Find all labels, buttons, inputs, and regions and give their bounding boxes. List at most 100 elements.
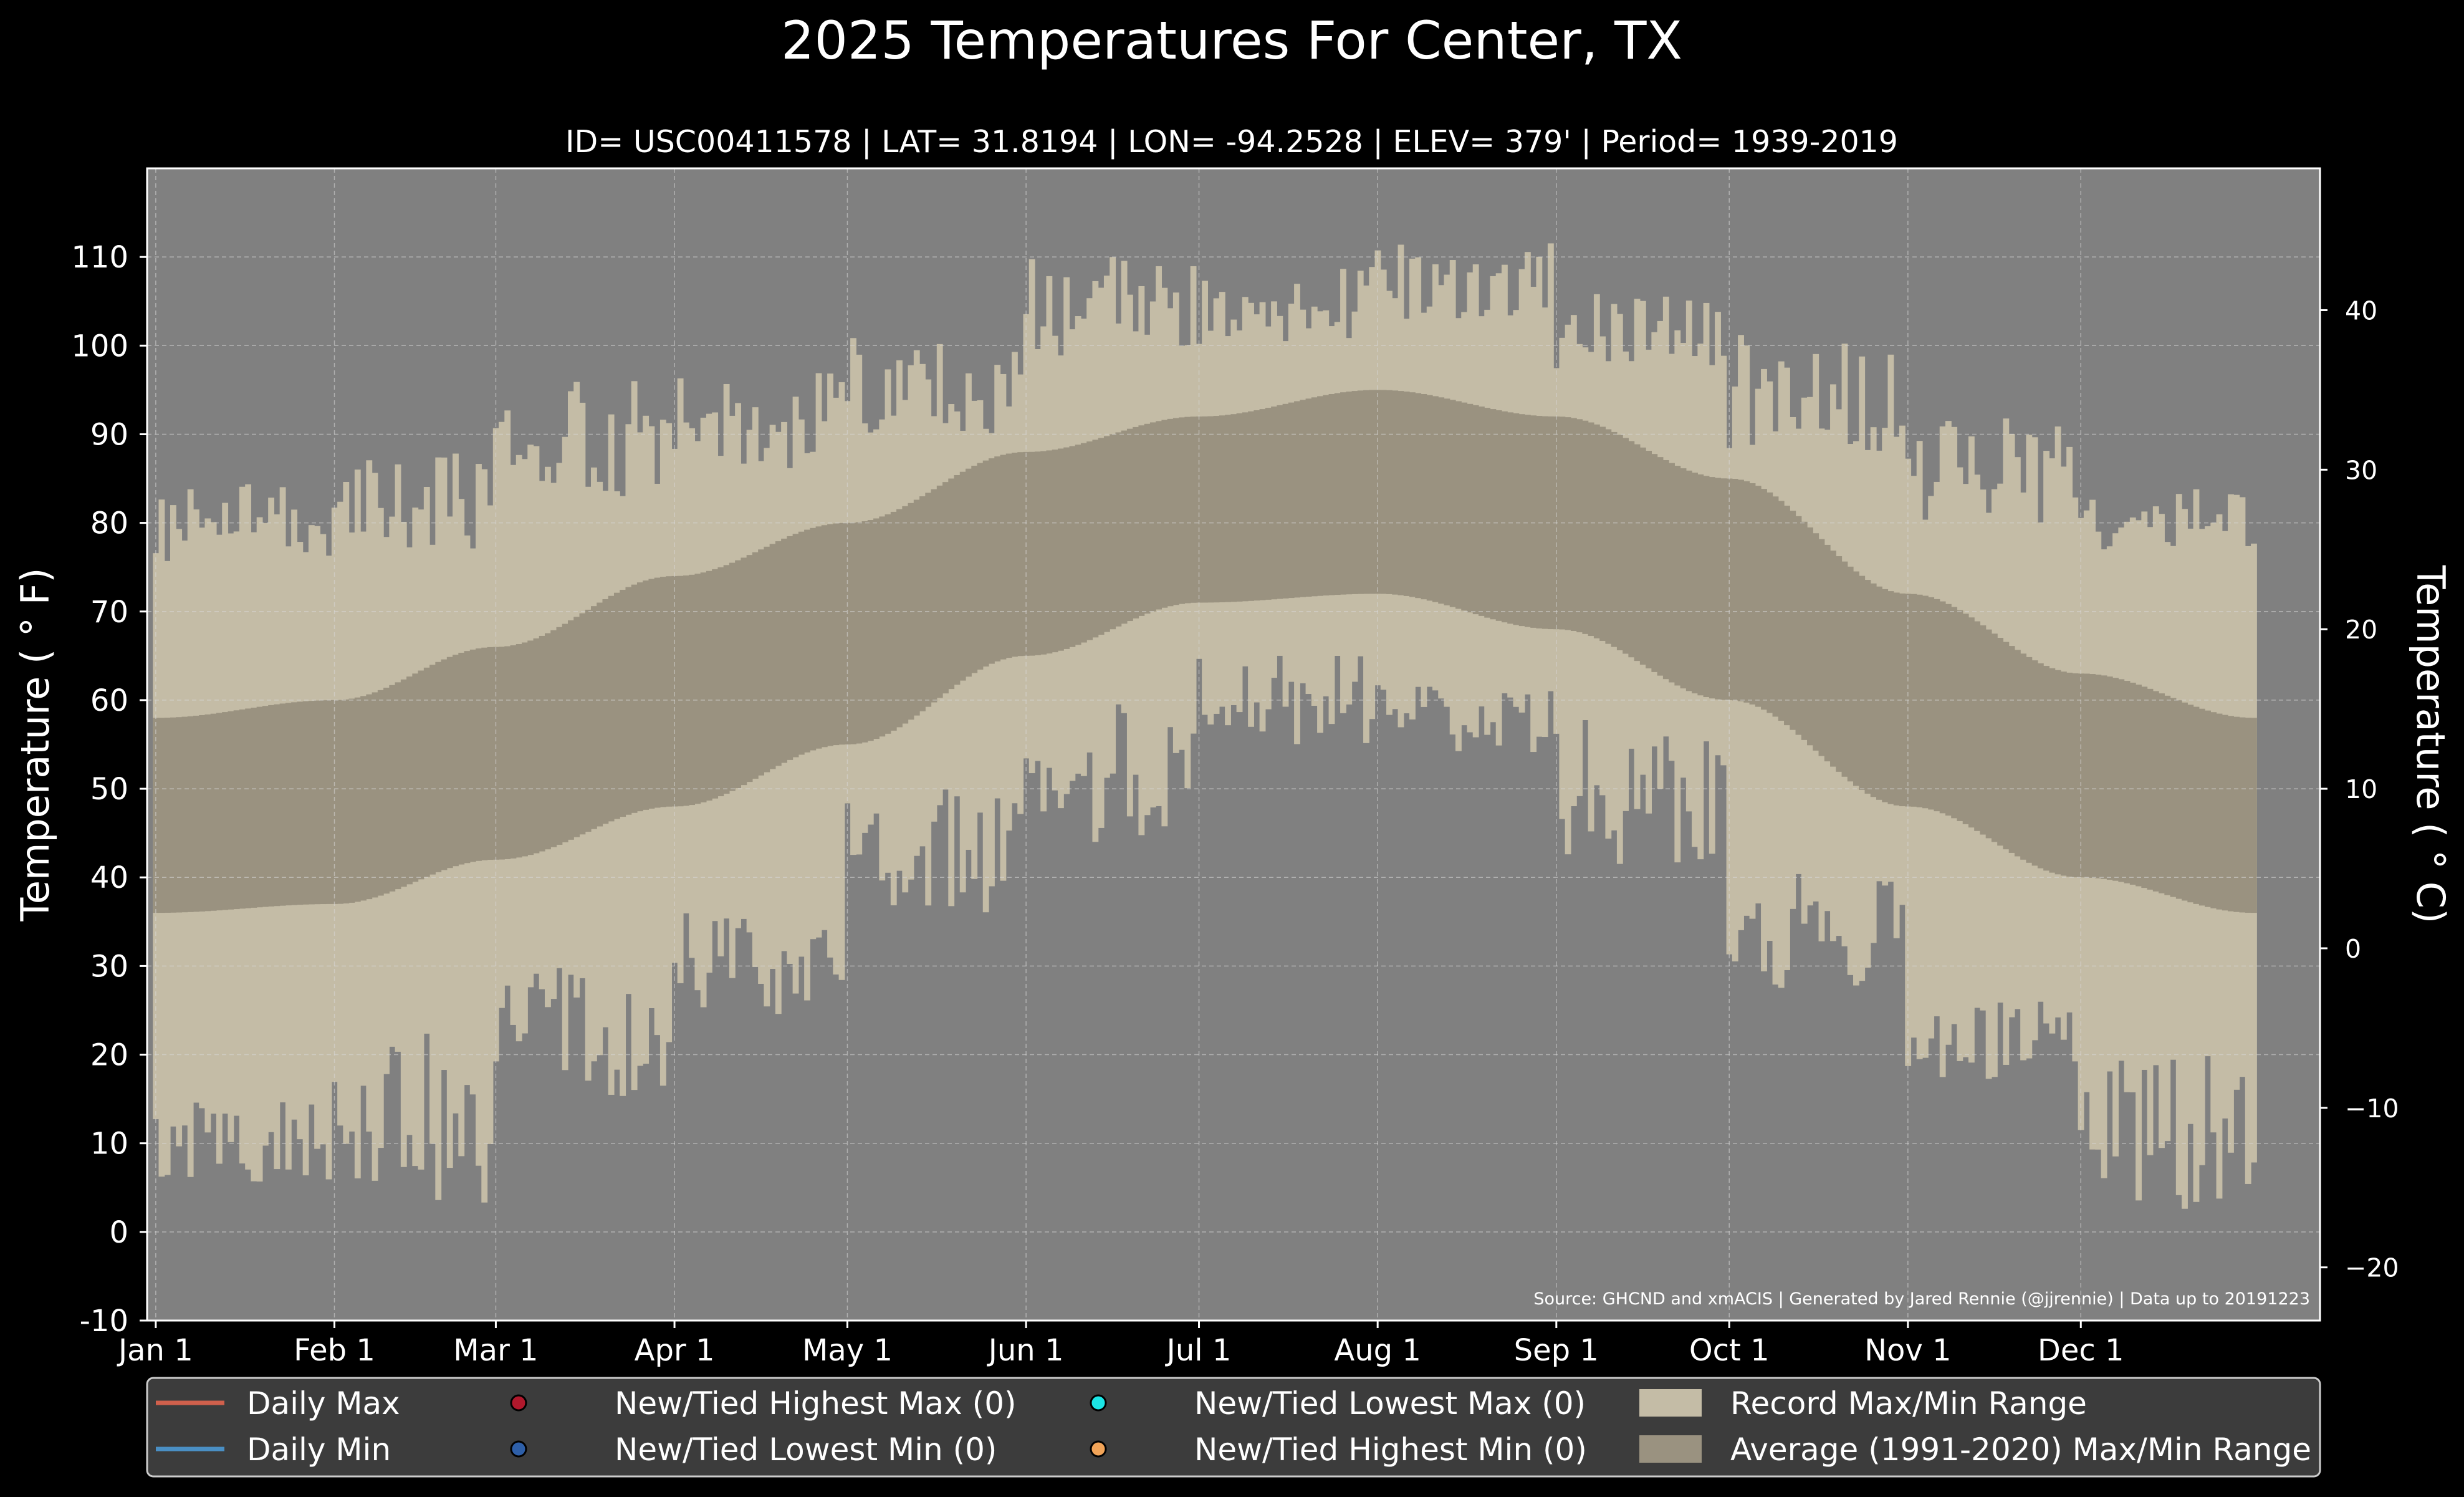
- average-range-bar: [453, 655, 459, 867]
- average-range-bar: [2060, 671, 2067, 876]
- average-range-bar: [1778, 501, 1785, 721]
- source-note: Source: GHCND and xmACIS | Generated by …: [1533, 1289, 2310, 1309]
- average-range-bar: [1403, 392, 1410, 596]
- average-range-bar: [1397, 391, 1404, 595]
- x-tick-label: May 1: [802, 1333, 893, 1368]
- average-range-bar: [1893, 592, 1900, 806]
- average-range-bar: [383, 687, 390, 894]
- average-range-bar: [1172, 418, 1179, 605]
- average-range-bar: [1761, 489, 1767, 710]
- x-tick-label: Jan 1: [117, 1333, 193, 1368]
- average-range-bar: [1646, 450, 1652, 669]
- average-range-bar: [1674, 466, 1681, 686]
- average-range-bar: [850, 522, 856, 744]
- average-range-bar: [671, 575, 678, 807]
- average-range-bar: [1115, 432, 1122, 627]
- average-range-bar: [1565, 417, 1571, 630]
- average-range-bar: [1870, 583, 1877, 797]
- average-range-bar: [193, 715, 199, 912]
- average-range-bar: [550, 630, 557, 847]
- average-range-bar: [164, 718, 171, 913]
- average-range-bar: [1052, 450, 1058, 653]
- average-range-bar: [2043, 666, 2050, 871]
- average-range-bar: [741, 557, 747, 786]
- x-tick-label: Apr 1: [635, 1333, 715, 1368]
- average-range-bar: [545, 633, 551, 850]
- average-range-bar: [1859, 575, 1866, 790]
- average-range-bar: [423, 667, 430, 877]
- average-range-bar: [2228, 716, 2234, 912]
- average-range-bar: [752, 552, 759, 779]
- average-range-bar: [971, 465, 978, 673]
- average-range-bar: [654, 577, 661, 808]
- average-range-bar: [856, 522, 863, 744]
- average-range-bar: [499, 647, 505, 860]
- average-range-bar: [1980, 625, 1987, 835]
- average-range-bar: [1801, 521, 1808, 740]
- y-tick-label: 0: [109, 1215, 128, 1250]
- average-range-bar: [758, 549, 764, 776]
- average-range-bar: [1611, 431, 1618, 647]
- y-axis-right: −20 −10 0 10 20 30 40: [2320, 296, 2399, 1283]
- average-range-bar: [2003, 642, 2010, 850]
- average-range-bar: [1864, 580, 1871, 794]
- legend-label: Average (1991-2020) Max/Min Range: [1730, 1432, 2311, 1468]
- average-range-bar: [2182, 702, 2188, 901]
- average-range-bar: [1351, 391, 1358, 594]
- average-range-bar: [1628, 441, 1635, 658]
- average-range-bar: [2026, 657, 2033, 863]
- average-range-bar: [1790, 511, 1796, 730]
- average-range-bar: [706, 570, 712, 801]
- average-range-bar: [879, 516, 886, 737]
- average-range-bar: [2129, 682, 2136, 885]
- average-range-bar: [1795, 516, 1802, 735]
- average-range-bar: [1086, 441, 1093, 640]
- legend-label: Daily Min: [247, 1432, 391, 1468]
- average-range-bar: [1271, 407, 1277, 600]
- average-range-bar: [1732, 479, 1738, 701]
- average-range-bar: [1034, 451, 1041, 655]
- average-range-bar: [1363, 390, 1369, 594]
- chart-title: 2025 Temperatures For Center, TX: [781, 10, 1682, 71]
- average-range-bar: [717, 567, 724, 797]
- average-range-bar: [1541, 416, 1548, 629]
- average-range-bar: [1697, 474, 1704, 696]
- average-range-bar: [1184, 416, 1191, 604]
- legend-swatch-dot: [1090, 1394, 1107, 1412]
- average-range-bar: [2239, 717, 2246, 913]
- average-range-bar: [279, 703, 286, 906]
- average-range-bar: [1305, 398, 1312, 597]
- average-range-bar: [666, 576, 673, 807]
- average-range-bar: [2193, 706, 2200, 904]
- average-range-bar: [1432, 396, 1439, 602]
- average-range-bar: [1110, 434, 1116, 630]
- average-range-bar: [694, 574, 701, 804]
- average-range-bar: [360, 696, 367, 901]
- average-range-bar: [1939, 601, 1946, 814]
- average-range-bar: [982, 460, 989, 667]
- average-range-bar: [487, 647, 494, 860]
- average-range-bar: [251, 707, 257, 908]
- average-range-bar: [1426, 395, 1433, 601]
- average-range-bar: [377, 690, 384, 896]
- average-range-bar: [1288, 402, 1295, 599]
- average-range-bar: [291, 702, 298, 905]
- average-range-bar: [1743, 481, 1750, 703]
- average-range-bar: [1830, 551, 1836, 767]
- average-range-bar: [515, 644, 522, 858]
- x-tick-label: Jun 1: [987, 1333, 1064, 1368]
- average-range-bar: [1715, 478, 1721, 700]
- average-range-bar: [861, 521, 868, 743]
- average-range-bar: [1570, 418, 1577, 631]
- average-range-bar: [1518, 414, 1525, 627]
- x-tick-label: Nov 1: [1864, 1333, 1951, 1368]
- average-range-bar: [1202, 416, 1208, 603]
- average-range-bar: [446, 657, 453, 869]
- legend: Daily Max New/Tied Highest Max (0) New/Tie…: [146, 1377, 2321, 1478]
- average-range-bar: [1934, 599, 1940, 812]
- average-range-bar: [1899, 593, 1906, 807]
- average-range-bar: [2147, 688, 2154, 890]
- average-range-bar: [1213, 416, 1220, 603]
- average-range-bar: [1991, 633, 1998, 842]
- average-range-bar: [1495, 410, 1502, 621]
